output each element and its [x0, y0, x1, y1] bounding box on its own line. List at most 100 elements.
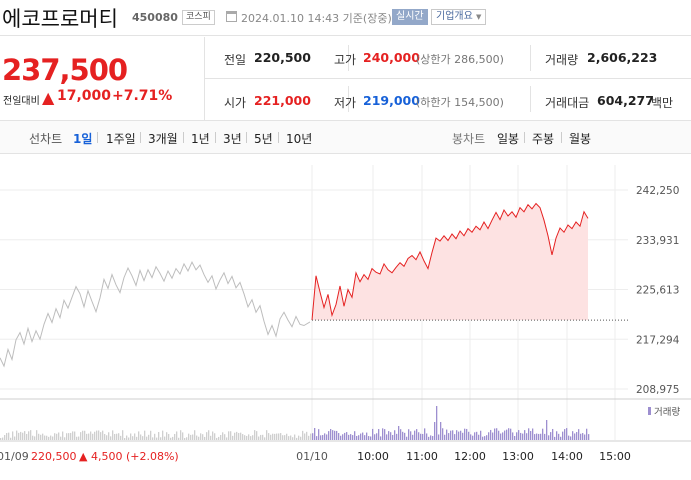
volume-bar [562, 432, 563, 440]
volume-bar [32, 436, 33, 440]
volume-bar [460, 431, 461, 440]
tab-1week[interactable]: 1주일 [106, 130, 136, 147]
volume-bar [434, 422, 435, 440]
volume-bar [388, 431, 389, 440]
volume-bar [544, 434, 545, 440]
intraday-fill-area [312, 204, 588, 321]
volume-bar [86, 434, 87, 440]
volume-bar [102, 431, 103, 440]
volume-bar [540, 434, 541, 440]
volume-bar [254, 430, 255, 440]
tab-1day[interactable]: 1일 [73, 130, 92, 147]
tab-daily-candle[interactable]: 일봉 [497, 130, 519, 147]
volume-bar [378, 429, 379, 440]
high-value: 240,000 [363, 50, 420, 65]
volume-bar [480, 431, 481, 440]
volume-bar [420, 434, 421, 440]
volume-bar [324, 433, 325, 440]
chevron-down-icon: ▼ [476, 13, 481, 21]
volume-bar [224, 434, 225, 440]
volume-bar [476, 432, 477, 440]
tab-3year[interactable]: 3년 [223, 130, 242, 147]
volume-bar [138, 431, 139, 440]
volume-bar [274, 434, 275, 440]
volume-bar [172, 437, 173, 440]
volume-bar [478, 435, 479, 440]
tab-10year[interactable]: 10년 [286, 130, 312, 147]
volume-bar [262, 435, 263, 440]
volume-bar [572, 431, 573, 440]
prev-close-value: 220,500 [254, 50, 311, 65]
volume-bar [444, 435, 445, 440]
volume-bar [528, 428, 529, 440]
volume-bar [284, 435, 285, 440]
volume-bar [136, 437, 137, 440]
volume-bar [178, 438, 179, 440]
volume-bar [356, 436, 357, 440]
volume-bar [462, 433, 463, 440]
y-tick-label: 208,975 [636, 384, 679, 396]
tab-1year[interactable]: 1년 [191, 130, 210, 147]
volume-bar [18, 433, 19, 440]
volume-bar [488, 432, 489, 440]
volume-bar [0, 438, 1, 440]
volume-bar [498, 431, 499, 440]
volume-bar [244, 435, 245, 440]
volume-bar [514, 436, 515, 440]
volume-bar [78, 437, 79, 440]
volume-bar [132, 436, 133, 440]
tab-monthly-candle[interactable]: 월봉 [569, 130, 591, 147]
volume-bar [316, 436, 317, 440]
stats-divider [205, 78, 691, 79]
volume-bar [150, 431, 151, 440]
candle-chart-label: 봉차트 [452, 130, 485, 147]
volume-bar [290, 435, 291, 440]
volume-bar [532, 428, 533, 440]
volume-bar [286, 434, 287, 440]
volume-bar [130, 433, 131, 440]
volume-bar [204, 437, 205, 440]
volume-bar [264, 437, 265, 440]
low-value: 219,000 [363, 93, 420, 108]
volume-bar [20, 432, 21, 440]
volume-bar [12, 431, 13, 440]
volume-bar [340, 436, 341, 440]
tab-divider [140, 132, 141, 143]
volume-bar [22, 433, 23, 440]
volume-bar [446, 430, 447, 440]
volume-bar [374, 434, 375, 440]
volume-bar [196, 436, 197, 440]
volume-bar [44, 436, 45, 440]
volume-bar [158, 432, 159, 440]
volume-bar [246, 436, 247, 440]
realtime-button[interactable]: 실시간 [392, 9, 428, 25]
volume-bar [216, 438, 217, 440]
volume-bar [588, 434, 589, 440]
x-tick-label: 12:00 [454, 450, 486, 463]
tab-5year[interactable]: 5년 [254, 130, 273, 147]
volume-bar [268, 433, 269, 440]
company-overview-button[interactable]: 기업개요 ▼ [431, 9, 486, 25]
volume-bar [198, 437, 199, 440]
price-chart[interactable]: 242,250 233,931 225,613 217,294 208,975 01/1… [0, 155, 691, 480]
volume-bar [168, 434, 169, 440]
volume-bar [502, 432, 503, 440]
volume-bar [242, 434, 243, 440]
volume-bar [496, 428, 497, 440]
volume-bar [88, 434, 89, 440]
tab-weekly-candle[interactable]: 주봉 [532, 130, 554, 147]
volume-bar [352, 435, 353, 440]
amount-unit: 백만 [651, 94, 673, 111]
volume-bar [530, 431, 531, 440]
volume-bar [538, 434, 539, 440]
volume-bar [70, 433, 71, 440]
volume-bar [238, 433, 239, 440]
volume-bar [570, 436, 571, 440]
tab-3month[interactable]: 3개월 [148, 130, 178, 147]
volume-bar [574, 433, 575, 440]
volume-bar [272, 434, 273, 440]
volume-bar [234, 433, 235, 440]
prev-close-label: 전일 [224, 51, 246, 68]
volume-bar [58, 432, 59, 440]
volume-bar [326, 434, 327, 440]
